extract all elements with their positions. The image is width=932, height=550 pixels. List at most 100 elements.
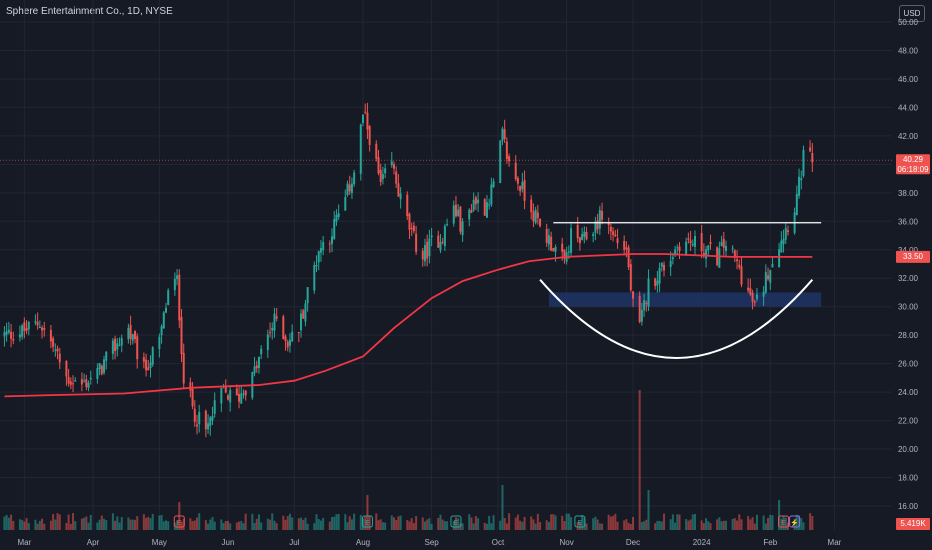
- volume-bar-171: [532, 519, 535, 530]
- candle-body-220: [685, 241, 688, 254]
- symbol-title[interactable]: Sphere Entertainment Co., 1D, NYSE: [6, 6, 173, 17]
- currency-button[interactable]: USD: [899, 5, 925, 22]
- candle-body-133: [412, 225, 415, 232]
- volume-bar-201: [625, 519, 628, 530]
- candle-body-135: [421, 250, 424, 260]
- candle-body-149: [461, 221, 464, 236]
- volume-bar-122: [379, 519, 382, 530]
- volume-bar-163: [505, 523, 508, 530]
- volume-bar-258: [800, 518, 803, 530]
- volume-bar-107: [333, 516, 336, 530]
- volume-bar-259: [802, 522, 805, 530]
- volume-bar-23: [72, 513, 75, 530]
- candle-body-208: [645, 303, 648, 305]
- volume-bar-138: [428, 518, 431, 530]
- candle-body-68: [211, 415, 214, 421]
- candle-body-161: [501, 128, 504, 141]
- volume-bar-206: [640, 522, 643, 530]
- candle-body-52: [162, 312, 165, 329]
- candle-body-47: [147, 367, 150, 371]
- candle-body-122: [379, 170, 382, 182]
- x-tick-label-12: Mar: [828, 538, 842, 547]
- volume-bar-191: [594, 516, 597, 530]
- volume-bar-90: [282, 515, 285, 530]
- event-marker-2: E: [450, 515, 462, 528]
- volume-bar-96: [300, 517, 303, 530]
- volume-bar-172: [534, 523, 537, 530]
- candle-body-1: [5, 331, 8, 335]
- y-tick-label-10: 30.00: [898, 303, 919, 312]
- candle-body-178: [552, 248, 555, 252]
- candle-body-186: [578, 237, 581, 244]
- candle-body-192: [596, 220, 599, 230]
- volume-bar-207: [643, 521, 646, 530]
- volume-bar-153: [474, 516, 477, 530]
- volume-bar-195: [607, 514, 610, 530]
- event-marker-label-3: E: [578, 520, 583, 527]
- volume-bar-88: [273, 520, 276, 530]
- candle-body-94: [291, 331, 294, 342]
- volume-bar-174: [539, 522, 542, 530]
- candle-body-89: [275, 316, 278, 319]
- candle-body-4: [12, 338, 15, 341]
- candle-body-81: [253, 366, 256, 374]
- candle-body-101: [315, 265, 318, 267]
- candle-body-87: [271, 327, 274, 331]
- candle-body-160: [499, 140, 502, 183]
- volume-bar-26: [83, 517, 86, 530]
- candle-body-147: [457, 209, 460, 216]
- volume-bar-4: [12, 520, 15, 530]
- volume-bar-209: [647, 490, 650, 530]
- candle-body-157: [488, 204, 491, 206]
- candle-body-9: [27, 322, 30, 330]
- volume-bar-167: [519, 520, 522, 530]
- candle-body-200: [623, 241, 626, 250]
- candle-body-243: [753, 301, 756, 303]
- candle-body-165: [514, 162, 517, 180]
- x-tick-label-0: Mar: [17, 538, 31, 547]
- volume-bar-83: [257, 514, 260, 530]
- candle-body-250: [778, 249, 781, 268]
- candle-body-245: [762, 291, 765, 297]
- candle-body-97: [302, 310, 305, 319]
- volume-bar-170: [530, 516, 533, 530]
- volume-bar-214: [663, 513, 666, 530]
- moving-average-line: [4, 253, 813, 398]
- candle-body-183: [567, 251, 570, 253]
- candle-body-259: [802, 149, 805, 176]
- volume-bar-115: [359, 514, 362, 530]
- volume-bar-64: [198, 513, 201, 530]
- candle-body-30: [96, 368, 99, 379]
- candle-body-207: [643, 300, 646, 311]
- volume-bar-228: [707, 521, 710, 530]
- volume-bar-225: [700, 520, 703, 530]
- event-marker-1: E: [361, 515, 373, 528]
- candle-body-169: [523, 179, 526, 201]
- volume-bar-156: [485, 523, 488, 530]
- volume-bar-37: [116, 516, 119, 530]
- volume-bar-210: [654, 523, 657, 530]
- candle-body-12: [38, 326, 41, 329]
- volume-bar-260: [809, 513, 812, 530]
- volume-bar-5: [18, 519, 21, 530]
- volume-bar-255: [793, 518, 796, 530]
- candle-body-77: [240, 393, 243, 404]
- volume-bar-47: [147, 516, 150, 530]
- volume-bar-56: [176, 520, 179, 530]
- volume-bar-133: [412, 523, 415, 530]
- candle-body-219: [678, 246, 681, 251]
- candle-body-55: [173, 278, 176, 291]
- candle-body-54: [167, 290, 170, 305]
- volume-bar-61: [191, 521, 194, 530]
- volume-bar-32: [100, 515, 103, 530]
- volume-bar-109: [337, 514, 340, 530]
- candle-body-45: [142, 357, 145, 362]
- candle-body-213: [660, 262, 663, 267]
- volume-bar-239: [740, 519, 743, 530]
- volume-bar-74: [229, 523, 232, 530]
- candle-body-240: [747, 287, 750, 291]
- candle-body-238: [738, 264, 741, 268]
- volume-bar-208: [645, 519, 648, 530]
- volume-bar-242: [751, 517, 754, 530]
